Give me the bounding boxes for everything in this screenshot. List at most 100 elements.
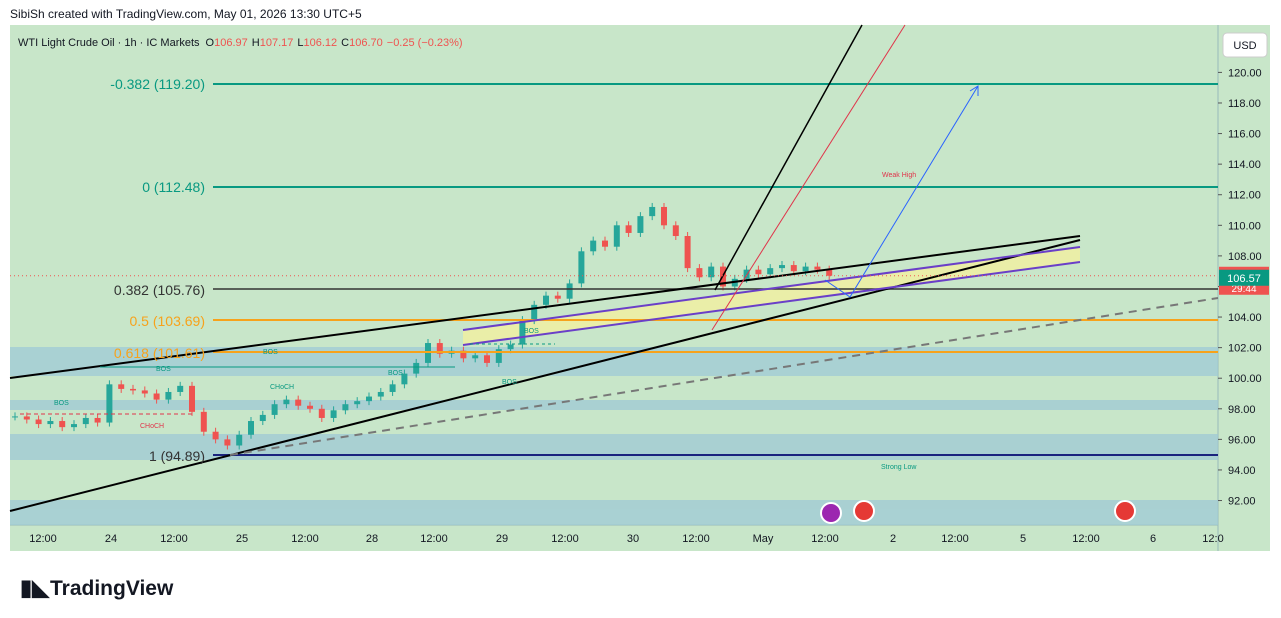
candle <box>708 266 715 278</box>
fib-label: 0.5 (103.69) <box>130 313 206 329</box>
candle <box>212 431 219 440</box>
candle <box>743 269 750 279</box>
candle <box>790 265 797 272</box>
trend-line <box>9 235 1081 379</box>
candle <box>637 216 644 233</box>
y-tick-label: 112.00 <box>1228 190 1261 202</box>
x-tick-label: 12:00 <box>160 533 188 545</box>
candle <box>779 265 785 269</box>
y-tick-label: 114.00 <box>1228 159 1261 171</box>
x-tick-label: 12:0 <box>1202 533 1223 545</box>
candle <box>554 295 561 299</box>
symbol-legend: WTI Light Crude Oil · 1h · IC Markets O10… <box>18 37 463 49</box>
y-tick-label: 100.00 <box>1228 373 1262 385</box>
bos: BOS <box>502 379 517 386</box>
candle <box>649 206 656 217</box>
candle <box>94 417 101 423</box>
candle <box>684 236 691 269</box>
bos: BOS <box>54 400 69 407</box>
y-tick-label: 116.00 <box>1228 129 1261 141</box>
y-tick-label: 98.00 <box>1228 404 1256 416</box>
x-tick-label: 24 <box>105 533 117 545</box>
candle <box>755 269 762 275</box>
projection <box>824 85 979 298</box>
candle <box>318 408 325 418</box>
choch: CHoCH <box>140 423 164 430</box>
price: 106.57 <box>1227 273 1261 285</box>
projection <box>714 24 863 291</box>
x-tick-label: 12:00 <box>420 533 448 545</box>
flag-icon[interactable] <box>853 500 875 522</box>
x-tick-label: 28 <box>366 533 378 545</box>
legend-part: 107.17 <box>260 37 294 49</box>
candle <box>507 344 514 350</box>
candle <box>59 421 66 428</box>
y-tick-label: 94.00 <box>1228 465 1256 477</box>
zone <box>10 400 1218 410</box>
candle <box>377 391 384 397</box>
x-tick-label: 30 <box>627 533 639 545</box>
candle <box>224 439 231 446</box>
candle <box>330 410 337 418</box>
candle <box>271 404 278 415</box>
candle <box>531 304 538 321</box>
candle <box>177 385 184 392</box>
candle <box>413 362 420 374</box>
candle <box>283 399 290 405</box>
x-tick-label: 12:00 <box>29 533 57 545</box>
trend-line <box>229 297 1219 456</box>
legend-part: L <box>297 37 303 49</box>
flag-icon[interactable] <box>1114 500 1136 522</box>
fib-label: 0.618 (101.61) <box>114 345 205 361</box>
candle <box>401 373 408 385</box>
candle <box>613 225 620 247</box>
channel-line <box>462 261 1081 346</box>
strong-low: Strong Low <box>881 464 917 471</box>
y-tick-label: 92.00 <box>1228 496 1256 508</box>
candle <box>200 411 207 432</box>
candle <box>436 343 443 354</box>
y-tick-label: 118.00 <box>1228 98 1261 110</box>
x-tick-label: 12:00 <box>291 533 319 545</box>
legend-part: H <box>252 37 260 49</box>
candle <box>661 206 667 226</box>
x-tick-label: 29 <box>496 533 508 545</box>
candle <box>578 251 585 284</box>
x-tick-label: 12:00 <box>682 533 710 545</box>
candle <box>602 240 608 247</box>
annotations: BOS BOS BOS BOS BOS BOS CHoCH CHoCH Weak… <box>54 172 917 471</box>
candle <box>236 434 243 446</box>
countdown: 29:44 <box>1231 284 1256 295</box>
candle <box>153 393 160 400</box>
legend-part: C <box>341 37 349 49</box>
candle <box>826 269 833 276</box>
fib-label: 0 (112.48) <box>142 179 205 195</box>
currency-button[interactable] <box>1222 32 1268 58</box>
bos: BOS <box>156 366 171 373</box>
legend-part: 106.97 <box>214 37 248 49</box>
candle <box>472 355 479 359</box>
candle <box>802 266 809 272</box>
candle <box>259 414 266 422</box>
candle <box>342 404 349 411</box>
candle <box>484 355 490 363</box>
drawings <box>9 24 1219 512</box>
event-icon[interactable] <box>820 502 842 524</box>
legend-part: WTI Light Crude Oil · 1h · IC Markets <box>18 37 200 49</box>
candle <box>165 391 172 400</box>
candle <box>460 350 467 359</box>
legend-part: 106.70 <box>349 37 383 49</box>
legend-part: 106.12 <box>304 37 338 49</box>
x-tick-label: 12:00 <box>1072 533 1100 545</box>
y-tick-label: 96.00 <box>1228 434 1256 446</box>
fib-labels: -0.382 (119.20) 0 (112.48) 0.382 (105.76… <box>110 76 205 464</box>
candle <box>118 384 125 389</box>
legend-part: O <box>206 37 215 49</box>
x-tick-label: 12:00 <box>811 533 839 545</box>
candle <box>12 416 18 418</box>
y-tick-label: 110.00 <box>1228 220 1261 232</box>
y-tick-label: 104.00 <box>1228 312 1262 324</box>
bos: BOS <box>388 370 403 377</box>
candle <box>566 283 573 299</box>
